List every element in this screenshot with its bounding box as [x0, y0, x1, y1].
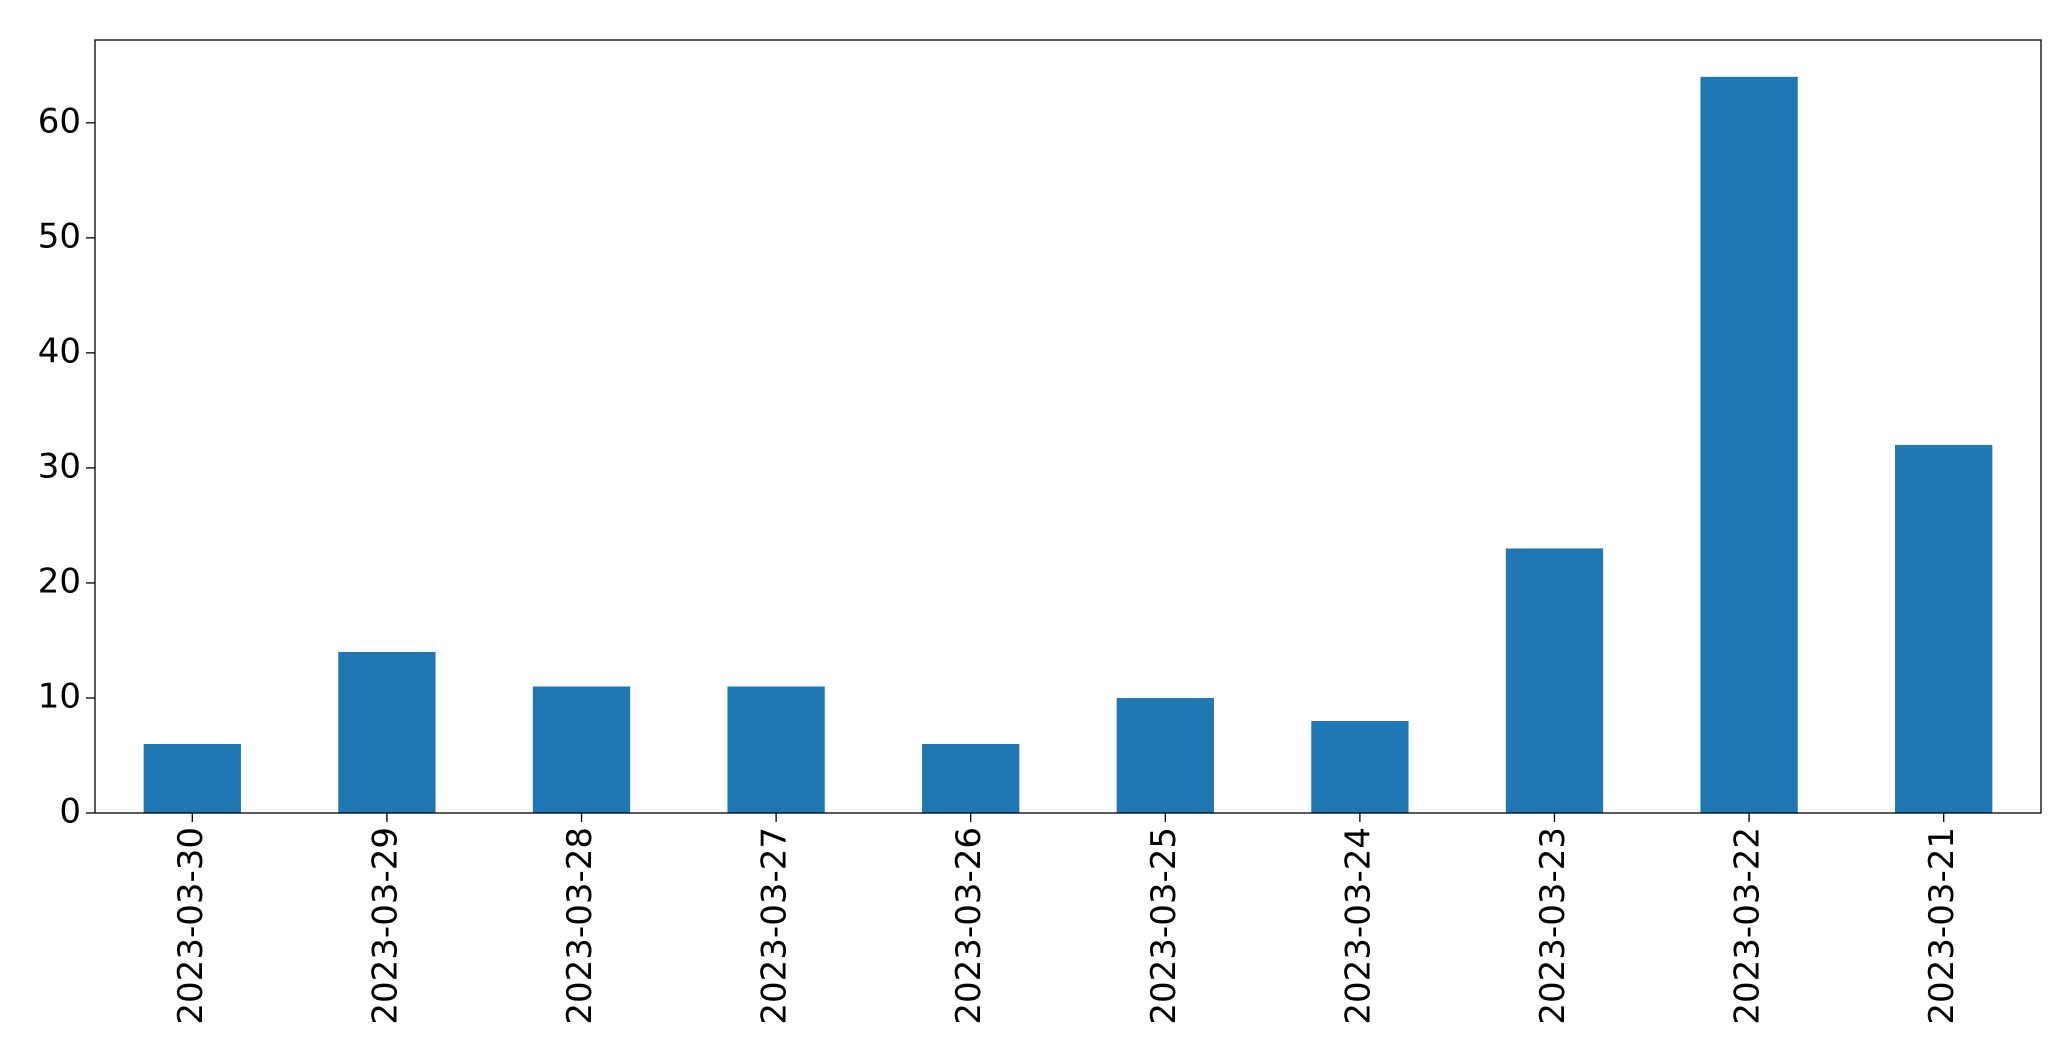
- y-axis: 0 10 20 30 40 50 60: [38, 101, 95, 832]
- y-tick-label: 50: [38, 216, 81, 256]
- bar-2023-03-22: [1700, 76, 1798, 814]
- y-tick-label: 20: [38, 561, 81, 601]
- x-tick-label: 2023-03-28: [560, 827, 600, 1025]
- y-tick-label: 10: [38, 676, 81, 716]
- x-tick-label: 2023-03-23: [1533, 827, 1573, 1025]
- bar-2023-03-28: [532, 686, 631, 813]
- x-tick-label: 2023-03-30: [171, 827, 211, 1025]
- x-tick-label: 2023-03-27: [755, 827, 795, 1025]
- x-tick-label: 2023-03-25: [1144, 827, 1184, 1025]
- x-tick-label: 2023-03-22: [1728, 827, 1768, 1025]
- plot-frame: [94, 39, 2042, 814]
- y-tick-label: 0: [59, 792, 81, 832]
- x-tick-label: 2023-03-29: [365, 827, 405, 1025]
- y-tick-label: 60: [38, 101, 81, 141]
- bar-2023-03-24: [1311, 720, 1409, 813]
- bar-2023-03-29: [338, 651, 436, 813]
- y-tick-label: 40: [38, 331, 81, 371]
- x-axis: 2023-03-30 2023-03-29 2023-03-28 2023-03-27…: [171, 813, 1962, 1025]
- x-tick-label: 2023-03-24: [1338, 827, 1378, 1025]
- bar-2023-03-21: [1895, 444, 1993, 813]
- bar-2023-03-25: [1116, 697, 1214, 813]
- x-tick-label: 2023-03-21: [1922, 827, 1962, 1025]
- bar-2023-03-23: [1505, 548, 1604, 813]
- bar-2023-03-27: [727, 686, 825, 813]
- x-tick-label: 2023-03-26: [949, 827, 989, 1025]
- y-tick-label: 30: [38, 446, 81, 486]
- bars: [143, 76, 1993, 814]
- bar-2023-03-26: [922, 743, 1020, 813]
- bar-2023-03-30: [143, 743, 241, 813]
